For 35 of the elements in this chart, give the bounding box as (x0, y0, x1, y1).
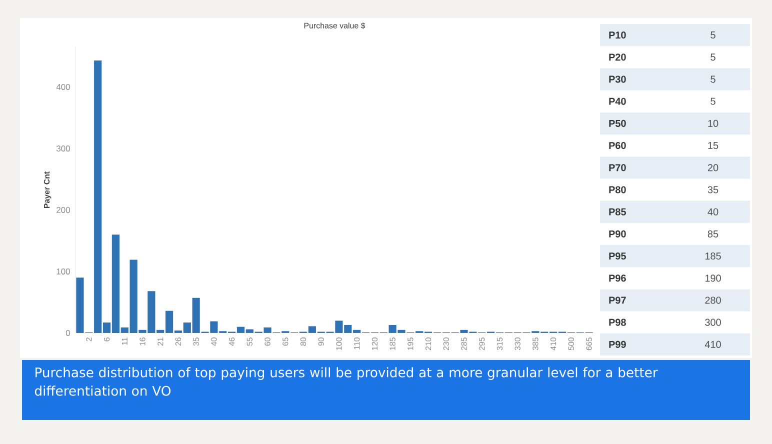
data-label: 5 (710, 32, 716, 39)
data-label: 5 (710, 98, 716, 105)
y-tick-label: 200 (56, 206, 70, 213)
y-tick-label: 0 (66, 330, 70, 336)
data-label: 85 (708, 230, 718, 238)
y-tick-label: 100 (56, 268, 70, 274)
category-label: P20 (609, 54, 626, 61)
category-label: P70 (609, 164, 626, 172)
data-label: 15 (708, 142, 718, 150)
category-label: P95 (609, 252, 626, 260)
category-label: P99 (609, 340, 626, 348)
category-label: P40 (609, 98, 626, 105)
data-label: 190 (705, 274, 721, 282)
category-label: P60 (609, 142, 626, 150)
y-tick-label: 300 (56, 145, 70, 152)
category-label: P90 (609, 230, 626, 238)
category-label: P85 (609, 208, 626, 216)
category-label: P97 (609, 296, 626, 304)
category-label: P96 (609, 274, 626, 282)
data-label: 280 (705, 296, 721, 304)
category-label: P50 (609, 120, 626, 127)
data-label: 5 (710, 76, 716, 83)
data-label: 35 (708, 186, 718, 194)
data-label: 5 (710, 54, 716, 61)
category-label: P30 (609, 76, 626, 83)
data-label: 40 (708, 208, 718, 216)
text: Purchase distribution of top paying users will be provided at a more granular level for a better differentiation on VO (34, 367, 658, 396)
y-tick-label: 400 (56, 84, 70, 90)
data-label: 300 (705, 318, 721, 326)
data-label: 185 (705, 252, 721, 260)
category-label: P98 (609, 318, 626, 326)
category-label: P80 (609, 186, 626, 194)
data-label: 10 (708, 120, 718, 127)
data-label: 20 (708, 164, 718, 172)
category-label: P10 (609, 32, 626, 39)
